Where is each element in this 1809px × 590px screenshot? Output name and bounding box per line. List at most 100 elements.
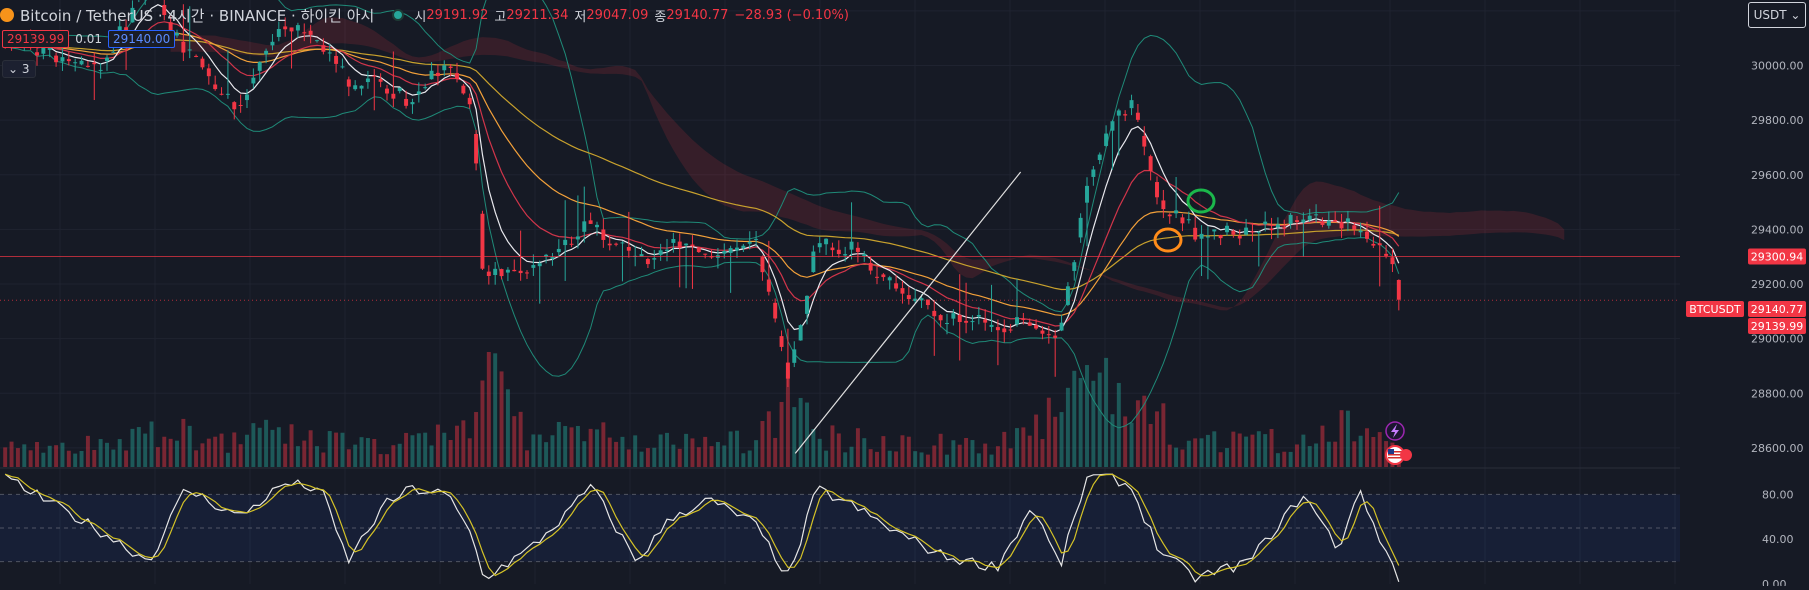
candle [1008, 323, 1013, 333]
symbol-title[interactable]: Bitcoin / TetherUS · 4시간 · BINANCE · 하이킨… [20, 6, 375, 25]
candle [792, 341, 797, 368]
trend-line [794, 171, 1022, 454]
candle [868, 256, 873, 275]
candle [1199, 225, 1204, 276]
candle [1104, 125, 1109, 147]
candle [696, 246, 701, 253]
candle [1072, 259, 1077, 281]
candle [130, 0, 135, 23]
volume-bar [525, 450, 529, 467]
candle [537, 260, 542, 304]
volume-bar [181, 418, 186, 467]
volume-bar [760, 421, 765, 467]
candle [601, 218, 606, 248]
market-status-icon[interactable] [392, 9, 405, 21]
currency-select[interactable]: USDT ⌄ [1748, 2, 1806, 28]
candle [1390, 248, 1395, 273]
candle [1148, 154, 1153, 181]
candle [735, 239, 739, 258]
volume-bar [410, 435, 415, 467]
candle [1116, 108, 1121, 156]
volume-bar [378, 454, 383, 467]
candle [652, 249, 657, 270]
flag-stripe [1388, 454, 1402, 456]
volume-bar [200, 443, 205, 467]
volume-bar [308, 430, 313, 467]
volume-bar [575, 425, 580, 467]
volume-bar [98, 439, 103, 467]
volume-bar [945, 454, 949, 467]
volume-bar [143, 433, 148, 467]
volume-bar [321, 452, 326, 467]
volume-bar [225, 452, 230, 467]
volume-bar [270, 429, 275, 467]
candle [1091, 165, 1096, 186]
candle [461, 83, 466, 95]
candle [79, 56, 84, 66]
volume-bar [728, 431, 733, 467]
volume-bar [607, 437, 612, 467]
candle [798, 324, 803, 341]
volume-bar [1365, 428, 1369, 467]
candle [435, 64, 440, 86]
candle [1352, 222, 1357, 236]
candle [187, 6, 192, 59]
volume-bar [1269, 428, 1274, 467]
candle [1365, 221, 1369, 243]
candle [1256, 230, 1261, 267]
volume-bar [162, 436, 167, 467]
bollinger-bands [4, 0, 1400, 429]
candle [626, 211, 631, 258]
volume-bar [404, 432, 409, 467]
event-markers[interactable] [1385, 421, 1412, 465]
candle [677, 233, 682, 288]
volume-bar [79, 451, 84, 467]
volume-bar [1345, 410, 1350, 467]
volume-bar [1091, 380, 1096, 467]
candle [264, 48, 269, 64]
candle [1371, 236, 1376, 248]
buy-price-button[interactable]: 29140.00 [107, 30, 176, 48]
volume-bar [1263, 434, 1268, 467]
candle [321, 38, 326, 55]
candle [385, 84, 389, 101]
candle [881, 272, 886, 282]
candle [512, 259, 517, 272]
candle [620, 240, 625, 282]
candle [588, 212, 593, 225]
candle [1186, 211, 1191, 224]
volume-bar [117, 439, 122, 467]
indicator-toggle-button[interactable]: ⌄ 3 [2, 60, 36, 78]
volume-bar [614, 441, 619, 467]
volume-bar [671, 444, 676, 467]
candle [1040, 325, 1045, 340]
ma-white-line [5, 4, 1400, 333]
candle [162, 0, 167, 21]
volume-bar [792, 407, 797, 467]
candle [391, 51, 396, 108]
volume-bar [626, 449, 631, 467]
sell-price-button[interactable]: 29139.99 [2, 30, 70, 48]
volume-bar [709, 446, 714, 467]
candle [875, 266, 879, 285]
bollinger-upper [4, 0, 1400, 313]
volume-bar [3, 447, 8, 467]
candle [257, 61, 262, 81]
volume-bar [149, 421, 154, 467]
volume-bar [1352, 441, 1357, 467]
candle [486, 265, 491, 285]
volume-bar [983, 443, 988, 467]
candle [894, 275, 899, 292]
volume-bar [1244, 436, 1249, 467]
price-axis[interactable]: 30200.0030000.0029800.0029600.0029400.00… [1682, 0, 1809, 590]
volume-bar [836, 433, 841, 467]
candle [995, 319, 1000, 366]
candle [785, 328, 790, 388]
candle [550, 253, 555, 266]
candle [531, 254, 536, 276]
volume-bar [385, 454, 389, 467]
candle [1269, 217, 1274, 240]
volume-bar [1225, 448, 1229, 467]
